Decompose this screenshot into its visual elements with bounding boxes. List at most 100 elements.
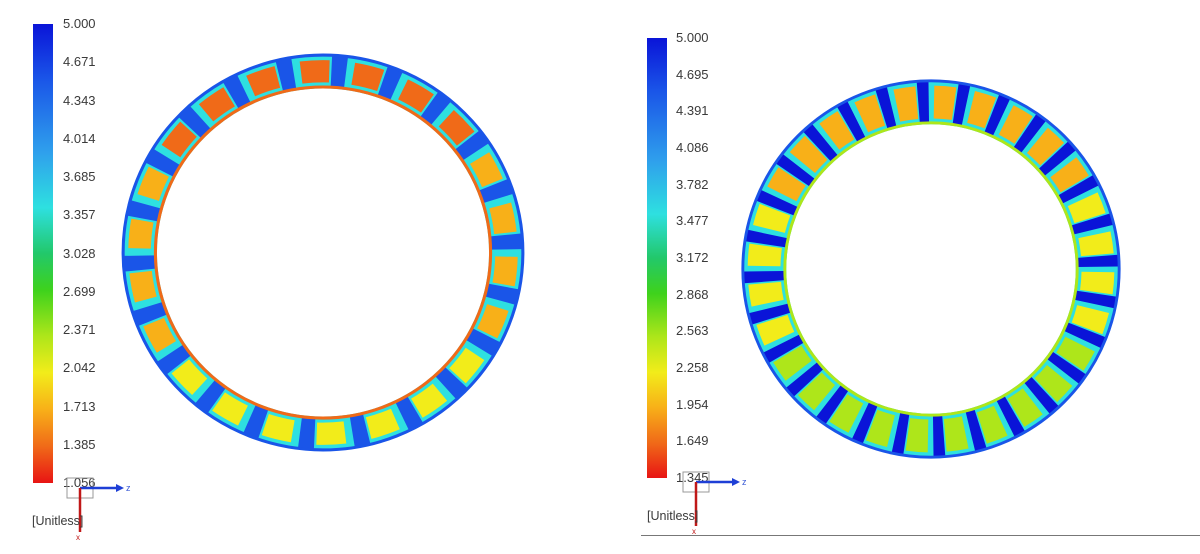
ring-cell [351,62,385,92]
x-axis-label: x [76,533,80,542]
ring-rib [485,283,519,305]
unit-label: [Unitless] [647,509,699,523]
ring-cell [365,408,400,439]
ring-outer-edge [741,79,1121,459]
colorbar-tick-label: 3.172 [676,250,709,265]
colorbar-tick-label: 2.371 [63,322,96,337]
ring-cell [747,243,782,267]
axis-triad: z x [682,471,747,536]
ring-rib [837,101,866,143]
ring-rib [223,75,251,109]
ring-rib [1013,114,1046,154]
ring-rib [756,190,799,216]
ring-cell [161,121,197,158]
ring-cell [998,105,1033,144]
ring-rib [127,200,161,222]
color-legend-bar [33,24,53,483]
ring-rib [330,56,348,88]
ring-cell [477,304,509,339]
ring-rib [195,379,226,413]
ring-cell [469,152,503,188]
ring-cell [943,416,969,452]
ring-rib [1046,351,1086,384]
ring-rib [1071,213,1113,235]
ring-cell [905,418,929,453]
colorbar-tick-label: 4.086 [676,140,709,155]
ring-rib [932,415,946,457]
ring-rib [749,303,791,325]
ring-rib [124,255,156,272]
ring-cell [1007,388,1043,427]
ring-rib [377,66,403,101]
colorbar-tick-label: 4.695 [676,66,709,82]
ring-cell [398,79,434,113]
ring-cell [767,167,806,202]
ring-cell [854,94,886,133]
ring-rib [952,83,971,126]
ring-rib [745,229,788,248]
ring-cell [212,392,248,426]
colorbar-tick-label: 2.563 [676,323,709,339]
ring-rib [965,409,987,451]
colorbar-tick-label: 4.014 [63,130,96,146]
ring-cell [299,60,330,84]
ring-contour-plot [121,53,525,452]
ring-rib [816,384,849,424]
ring-rib [1038,141,1076,177]
ring-cell [261,413,295,443]
color-legend-bar [647,38,667,478]
colorbar-tick-label: 3.357 [63,207,96,223]
ring-cell [748,281,784,307]
colorbar-tick-label: 3.685 [63,169,96,184]
colorbar-tick-label: 3.477 [676,213,709,229]
ring-rib [157,344,192,375]
left-plot-panel: 5.000 4.671 4.343 4.014 3.685 3.357 3.028 2.699… [32,16,525,542]
ring-cell [797,372,836,411]
axis-triad: z x [66,477,131,542]
ring-rib [243,404,269,439]
ring-rib [349,413,371,447]
divider-line [641,535,1200,536]
ring-cell [1026,127,1065,166]
ring-rib [133,302,168,326]
ring-cell [316,421,347,445]
ring-cell [789,135,828,174]
x-axis-label: x [692,527,696,536]
ring-cell [1034,364,1073,403]
ring-rib [803,124,839,162]
colorbar-tick-label: 5.000 [63,16,96,31]
colorbar-tick-label: 3.028 [63,245,96,261]
ring-cell [449,347,485,384]
colorbar-tick-label: 3.782 [676,176,709,192]
ring-cell [1067,192,1106,224]
ring-cell [492,256,518,287]
colorbar-tick-label: 2.868 [676,286,709,302]
colorbar-tick-label: 1.385 [63,436,96,452]
ring-rib [786,361,824,397]
ring-contour-plot [741,79,1121,459]
ring-rib [1063,322,1106,348]
ring-cell [933,85,957,120]
colorbar-tick-label: 2.258 [676,360,709,375]
z-axis-arrowhead [732,478,740,486]
ring-cell [411,383,448,418]
right-plot-panel: 5.000 4.695 4.391 4.086 3.782 3.477 3.172 2.868… [600,0,1200,554]
z-axis-label: z [742,477,747,487]
ring-cell [865,409,895,447]
colorbar-tick-label: 2.042 [63,360,96,376]
ring-cell [756,314,795,346]
ring-rib [776,154,816,187]
ring-cell [171,359,208,395]
ring-rib [916,81,930,123]
ring-rib [852,401,878,444]
z-axis-arrowhead [116,484,124,492]
z-axis-label: z [126,483,131,493]
ring-rib [435,366,468,399]
colorbar-tick-label: 4.343 [63,92,96,108]
ring-cell [1080,271,1115,295]
ring-rib [1023,376,1059,414]
ring-rib [1077,254,1119,268]
ring-rib [996,395,1025,437]
ring-cell [1071,305,1109,335]
ring-inner-edge [153,85,493,420]
